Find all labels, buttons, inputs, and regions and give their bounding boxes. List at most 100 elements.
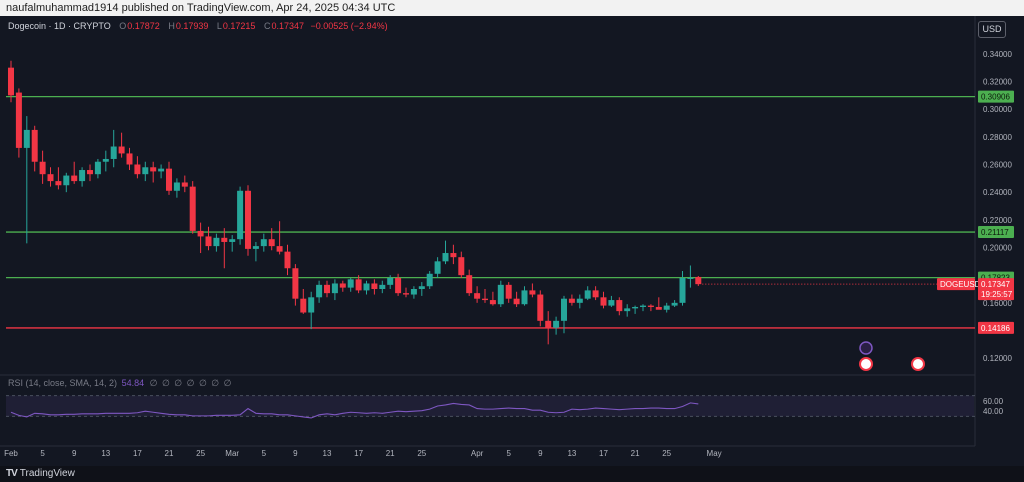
time-tick-label: May [707,449,722,458]
price-tag-countdown: 19:25:57 [981,290,1013,299]
candle-body [553,320,560,328]
price-tick-label: 0.22000 [983,216,1012,225]
time-tick-label: 17 [599,449,608,458]
tradingview-logo[interactable]: TV TradingView [6,466,75,482]
high-label: H [168,21,175,31]
low-value: 0.17215 [222,21,256,31]
time-tick-label: 13 [101,449,110,458]
time-tick-label: 21 [386,449,395,458]
candle-body [474,293,481,299]
price-tick-label: 0.24000 [983,188,1012,197]
candle-body [197,230,204,237]
level-tag [978,90,1014,103]
candle-body [608,300,615,306]
candle-body [276,246,283,252]
open-label: O [119,21,127,31]
candle-body [268,239,275,247]
candle-body [158,168,165,172]
candle-body [418,286,425,289]
price-tick-label: 0.34000 [983,50,1012,59]
time-tick-label: 9 [293,449,298,458]
candle-body [466,275,473,294]
candle-body [205,236,212,247]
candle-body [355,279,362,291]
candle-body [426,273,433,287]
time-tick-label: Mar [225,449,239,458]
price-tick-label: 0.12000 [983,354,1012,363]
published-text: naufalmuhammad1914 published on TradingV… [6,2,396,14]
close-label: C [263,21,271,31]
price-tick-label: 0.16000 [983,299,1012,308]
candle-body [118,146,125,154]
candle-body [339,283,346,288]
time-tick-label: 9 [72,449,77,458]
candle-body [221,237,228,242]
rsi-band [6,395,974,417]
open-value: 0.17872 [127,21,160,31]
chart-area[interactable] [0,16,1024,466]
candle-body [47,174,54,182]
level-tag-label: 0.21117 [981,228,1009,237]
candle-body [142,167,149,175]
candle-body [87,170,93,175]
candle-body [442,253,449,262]
candle-body [63,175,70,186]
candle-body [308,297,315,313]
level-tag-label: 0.17823 [981,274,1010,283]
candle-body [592,290,599,298]
candle-body [102,158,109,162]
candle-body [31,129,38,162]
candle-body [576,298,583,303]
candle-body [260,239,267,247]
candle-body [316,284,323,298]
candle-body [8,67,14,96]
candle-body [663,305,670,310]
low-label: L [216,21,222,31]
time-tick-label: 17 [354,449,363,458]
price-tick-label: 0.20000 [983,244,1012,253]
price-tag [978,278,1014,301]
candle-body [292,268,299,299]
candle-body [347,279,354,288]
candlestick-chart[interactable]: 0.34000 0.32000 0.30000 0.28000 0.26000 0.240… [0,0,1024,466]
us-flag-event-icon [911,357,925,371]
time-tick-label: Apr [471,449,484,458]
symbol-legend: Dogecoin · 1D · CRYPTO O0.17872 H0.17939… [8,21,388,31]
rsi-tick-label: 40.00 [983,407,1004,416]
currency-button[interactable]: USD [978,21,1006,38]
candle-body [568,298,575,303]
level-tag-label: 0.14186 [981,324,1010,333]
candle-body [513,298,520,305]
time-tick-label: 13 [567,449,576,458]
candle-body [324,284,330,294]
candle-body [497,284,504,305]
candle-body [284,251,291,269]
candle-body [181,182,188,187]
rsi-value: 54.84 [121,378,145,388]
candle-body [647,305,654,307]
price-tag-value: 0.17347 [981,280,1010,289]
candle-body [213,237,220,247]
candle-body [237,190,244,240]
candle-body [403,293,409,295]
price-tick-label: 0.26000 [983,161,1012,170]
candle-body [110,146,117,159]
candle-body [655,306,662,310]
candle-body [126,153,133,165]
candle-body [616,300,623,312]
candle-body [410,289,417,295]
candle-body [71,175,78,182]
candle-body [679,277,686,303]
symbol-tag [937,278,975,291]
time-tick-label: 25 [196,449,205,458]
candle-body [166,168,172,191]
rsi-placeholders: ∅ ∅ ∅ ∅ ∅ ∅ ∅ [149,378,233,388]
change-value: −0.00525 (−2.94%) [310,21,388,31]
time-tick-label: 25 [417,449,426,458]
time-tick-label: 13 [323,449,332,458]
candle-body [15,92,22,148]
candle-body [252,246,259,249]
time-tick-label: 17 [133,449,142,458]
rsi-tick-label: 60.00 [983,397,1004,406]
candle-body [395,277,402,294]
